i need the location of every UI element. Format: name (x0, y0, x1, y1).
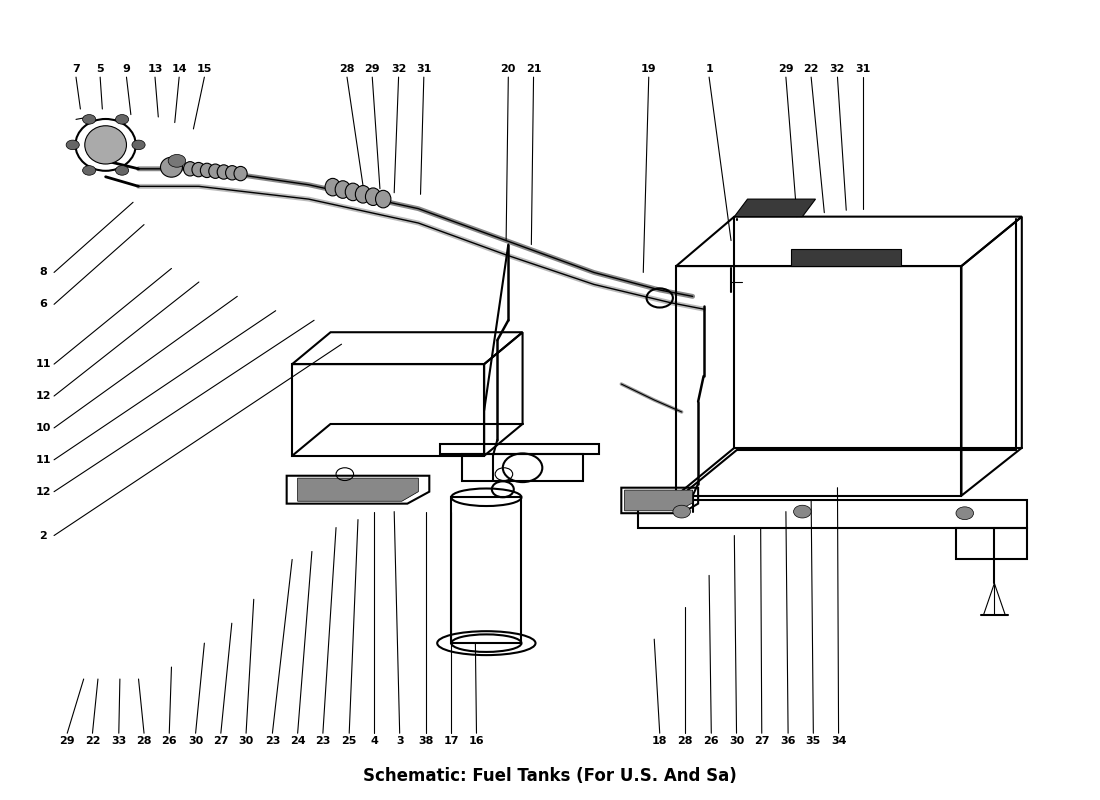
Text: 32: 32 (829, 64, 845, 74)
Circle shape (673, 506, 691, 518)
Text: 28: 28 (678, 736, 693, 746)
Text: 30: 30 (188, 736, 204, 746)
Text: 26: 26 (162, 736, 177, 746)
Text: 30: 30 (239, 736, 254, 746)
Ellipse shape (217, 165, 230, 179)
Ellipse shape (191, 162, 205, 177)
Text: 38: 38 (418, 736, 433, 746)
Text: 31: 31 (416, 64, 431, 74)
Circle shape (956, 507, 974, 519)
Text: 32: 32 (390, 64, 406, 74)
Ellipse shape (326, 178, 340, 196)
Text: 1: 1 (705, 64, 713, 74)
Circle shape (116, 114, 129, 124)
Text: 17: 17 (443, 736, 459, 746)
Text: 30: 30 (729, 736, 745, 746)
Ellipse shape (375, 190, 390, 208)
Text: 9: 9 (122, 64, 131, 74)
Circle shape (82, 114, 96, 124)
Circle shape (116, 166, 129, 175)
Text: 28: 28 (136, 736, 152, 746)
Text: 11: 11 (35, 359, 51, 369)
Polygon shape (791, 249, 901, 266)
Text: 27: 27 (754, 736, 770, 746)
Text: 8: 8 (40, 267, 47, 278)
Text: 29: 29 (364, 64, 381, 74)
Text: 2: 2 (40, 530, 47, 541)
Text: 29: 29 (778, 64, 794, 74)
Text: 24: 24 (289, 736, 306, 746)
Ellipse shape (365, 188, 381, 206)
Ellipse shape (226, 166, 239, 180)
Circle shape (82, 166, 96, 175)
Text: 26: 26 (704, 736, 719, 746)
Ellipse shape (234, 166, 248, 181)
Text: 15: 15 (197, 64, 212, 74)
Text: 22: 22 (803, 64, 818, 74)
Ellipse shape (355, 186, 371, 203)
Text: 33: 33 (111, 736, 126, 746)
Text: 27: 27 (213, 736, 229, 746)
Text: 7: 7 (73, 64, 80, 74)
Text: 16: 16 (469, 736, 484, 746)
Ellipse shape (184, 162, 197, 176)
Circle shape (132, 140, 145, 150)
Text: 23: 23 (316, 736, 331, 746)
Ellipse shape (200, 163, 213, 178)
Text: 29: 29 (59, 736, 75, 746)
Ellipse shape (336, 181, 351, 198)
Text: 35: 35 (805, 736, 821, 746)
Ellipse shape (209, 164, 222, 178)
Text: 12: 12 (35, 486, 51, 497)
Ellipse shape (345, 183, 361, 201)
Circle shape (793, 506, 811, 518)
Ellipse shape (161, 158, 183, 177)
Polygon shape (625, 490, 693, 511)
Text: 10: 10 (35, 423, 51, 433)
Polygon shape (735, 199, 815, 217)
Text: 4: 4 (371, 736, 378, 746)
Text: 19: 19 (641, 64, 657, 74)
Text: Schematic: Fuel Tanks (For U.S. And Sa): Schematic: Fuel Tanks (For U.S. And Sa) (363, 767, 737, 786)
Text: 36: 36 (780, 736, 795, 746)
Text: 5: 5 (97, 64, 104, 74)
Text: 25: 25 (341, 736, 356, 746)
Circle shape (66, 140, 79, 150)
Text: 20: 20 (500, 64, 516, 74)
Text: 11: 11 (35, 454, 51, 465)
Text: 18: 18 (652, 736, 668, 746)
Polygon shape (298, 478, 418, 502)
Text: 12: 12 (35, 391, 51, 401)
Text: 22: 22 (85, 736, 100, 746)
Ellipse shape (85, 126, 126, 164)
Text: 23: 23 (265, 736, 280, 746)
Text: 31: 31 (855, 64, 870, 74)
Text: 6: 6 (40, 299, 47, 310)
Text: 14: 14 (172, 64, 187, 74)
Text: 28: 28 (339, 64, 355, 74)
Circle shape (168, 154, 186, 167)
Text: 34: 34 (830, 736, 846, 746)
Text: 3: 3 (396, 736, 404, 746)
Text: 13: 13 (147, 64, 163, 74)
Text: 21: 21 (526, 64, 541, 74)
